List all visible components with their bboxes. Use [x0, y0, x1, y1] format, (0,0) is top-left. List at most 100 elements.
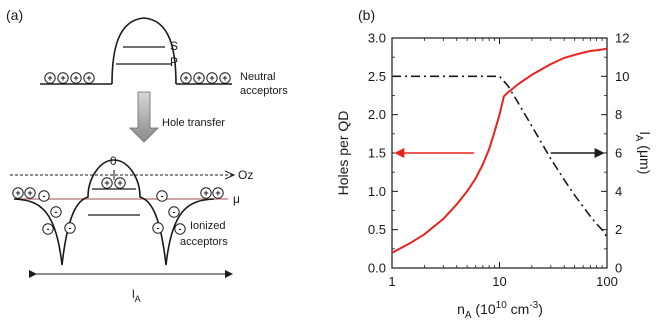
ionized-acceptor-0: - [38, 190, 50, 202]
left-tick-label-3: 1.5 [368, 146, 386, 161]
right-tick-label-1: 2 [615, 222, 622, 237]
la-length-label: lA [132, 287, 141, 304]
level-s-label: S [170, 39, 178, 53]
ionized-acceptor-6-sign: - [157, 223, 160, 233]
neutral-acceptor-right-0-sign: + [183, 73, 188, 83]
la-length-main: l [132, 287, 135, 301]
hole-right-1-sign: + [215, 188, 220, 198]
neutral-acceptor-left-1: + [57, 72, 69, 84]
series-line-holes-per-qd [391, 47, 608, 254]
ionized-acceptor-7-sign: - [179, 224, 182, 234]
hole-transfer-arrow: Hole transfer [129, 91, 225, 143]
hole-left-0: + [12, 187, 24, 199]
quantum-dot-well-top [111, 17, 177, 85]
neutral-acceptor-right-3-circle [219, 72, 231, 84]
neutral-acceptor-left-3-sign: + [86, 73, 91, 83]
right-tick-label-6: 12 [615, 31, 629, 46]
chart-layer: 1 10 100 0.0 0.5 1.0 1.5 2.0 2.5 3.0 0 2 4 6 8 10 12 [368, 31, 630, 290]
hole-left-0-sign: + [15, 188, 20, 198]
panel-b-label: (b) [358, 7, 375, 23]
hole-dot-1-circle [114, 177, 126, 189]
ionized-acceptor-3-circle [42, 223, 54, 235]
axis-pointer-arrowhead-left [394, 148, 405, 158]
right-axis-title: lA (μm) [633, 132, 653, 175]
left-axis-title: Holes per QD [335, 111, 351, 196]
x-axis-title: nA (1010 cm-3) [457, 300, 543, 321]
hole-left-0-circle [12, 187, 24, 199]
ionized-acceptor-2-sign: - [69, 223, 72, 233]
neutral-acceptor-right-2-circle [206, 72, 218, 84]
ionized-charges: + ++ ++ +------- - [12, 177, 224, 235]
axis-pointer-arrowhead-right [594, 148, 605, 158]
hole-right-1-circle [212, 187, 224, 199]
x-title-open: (10 [472, 301, 496, 317]
hole-transfer-label: Hole transfer [162, 117, 225, 129]
ionized-acceptor-4: - [156, 190, 168, 202]
neutral-acceptor-right-3: + [219, 72, 231, 84]
ionized-acceptor-5-sign: - [173, 207, 176, 217]
neutral-acceptor-left-0-sign: + [47, 73, 52, 83]
neutral-acceptor-right-2-sign: + [209, 73, 214, 83]
ionized-acceptor-4-circle [156, 190, 168, 202]
ionized-acceptor-0-sign: - [43, 191, 46, 201]
ionized-acceptor-6-circle [152, 222, 164, 234]
ionized-acceptor-0-circle [38, 190, 50, 202]
neutral-acceptor-right-1: + [193, 72, 205, 84]
x-title-exp1: 10 [496, 300, 508, 311]
x-title-close: ) [538, 301, 543, 317]
ionized-acceptor-1-circle [50, 206, 62, 218]
neutral-acceptors-label-line1: Neutral [240, 71, 275, 83]
right-tick-label-3: 6 [615, 146, 622, 161]
left-tick-label-2: 1.0 [368, 184, 386, 199]
neutral-acceptor-right-0-circle [180, 72, 192, 84]
right-tick-label-5: 10 [615, 69, 629, 84]
neutral-acceptor-left-0-circle [44, 72, 56, 84]
ionized-acceptor-3-sign: - [47, 224, 50, 234]
ionized-acceptor-5-circle [168, 206, 180, 218]
hole-right-1: + [212, 187, 224, 199]
left-tick-label-6: 3.0 [368, 31, 386, 46]
left-tick-label-5: 2.5 [368, 69, 386, 84]
ionized-state-diagram: 0 Oz μ + ++ ++ +------- - Ionized acceptors … [10, 154, 253, 304]
origin-label: 0 [110, 154, 117, 168]
neutral-acceptor-left-3-circle [83, 72, 95, 84]
neutral-acceptor-left-2-sign: + [73, 73, 78, 83]
hole-right-0-sign: + [203, 188, 208, 198]
down-arrow-icon [129, 91, 159, 143]
panel-a-label: (a) [6, 7, 23, 23]
la-length-sub: A [135, 294, 141, 304]
neutral-acceptors-label-line2: acceptors [240, 85, 288, 97]
x-tick-label-2: 100 [596, 274, 618, 289]
hole-dot-0-circle [101, 177, 113, 189]
mu-label: μ [233, 192, 240, 206]
band-profile [13, 159, 215, 266]
x-title-sub: A [465, 310, 472, 321]
neutral-acceptor-right-0: + [180, 72, 192, 84]
oz-axis-label: Oz [238, 168, 253, 182]
panel-b: (b) 1 10 100 0.0 0.5 1.0 1.5 2.0 2.5 3.0 0 2 4 6 8 10 12… [335, 7, 653, 321]
level-p-label: P [170, 55, 178, 69]
hole-dot-1: + [114, 177, 126, 189]
left-tick-label-1: 0.5 [368, 222, 386, 237]
hole-dot-0: + [101, 177, 113, 189]
right-tick-label-4: 8 [615, 107, 622, 122]
series-line-la-length [392, 75, 608, 238]
neutral-acceptor-left-3: + [83, 72, 95, 84]
ionized-acceptor-1: - [50, 206, 62, 218]
hole-left-1: + [24, 187, 36, 199]
ionized-acceptor-2-circle [64, 222, 76, 234]
neutral-acceptor-right-2: + [206, 72, 218, 84]
ionized-acceptor-6: - [152, 222, 164, 234]
neutral-acceptor-left-2: + [70, 72, 82, 84]
hole-left-1-sign: + [27, 188, 32, 198]
neutral-state-diagram: S P + + + + + + + + Neutral acceptors [40, 17, 288, 97]
hole-dot-1-sign: + [117, 178, 122, 188]
ionized-acceptors-label-line1: Ionized [190, 220, 225, 232]
x-tick-label-1: 10 [492, 274, 506, 289]
ionized-acceptor-4-sign: - [161, 191, 164, 201]
neutral-acceptor-right-3-sign: + [222, 73, 227, 83]
neutral-acceptor-left-0: + [44, 72, 56, 84]
hole-dot-0-sign: + [104, 178, 109, 188]
neutral-acceptor-right-1-circle [193, 72, 205, 84]
